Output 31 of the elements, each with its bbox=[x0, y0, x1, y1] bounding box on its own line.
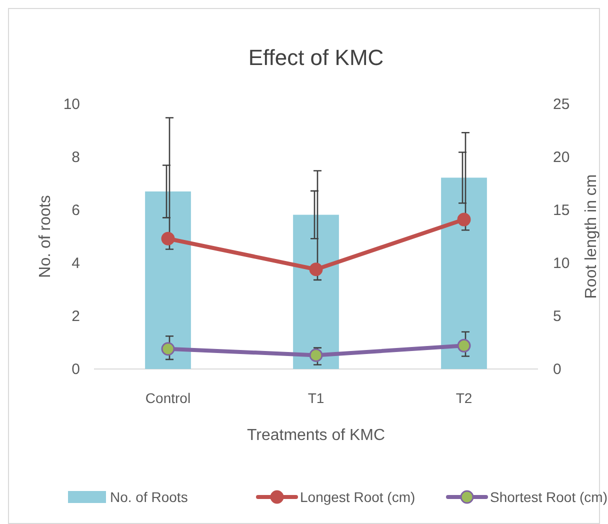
x-tick-label: T2 bbox=[456, 390, 472, 406]
y-axis-title: No. of roots bbox=[37, 195, 54, 278]
y2-axis-title: Root length in cm bbox=[583, 174, 600, 299]
point bbox=[161, 342, 175, 356]
point bbox=[457, 338, 471, 352]
x-tick-label: T1 bbox=[308, 390, 324, 406]
point bbox=[309, 262, 323, 276]
chart-title: Effect of KMC bbox=[248, 45, 384, 70]
y2-tick-label: 0 bbox=[553, 361, 562, 378]
y2-tick-label: 25 bbox=[553, 96, 570, 113]
legend-label: Shortest Root (cm) bbox=[490, 489, 608, 505]
y2-tick-label: 5 bbox=[553, 308, 562, 325]
x-tick-label: Control bbox=[145, 390, 191, 406]
y2-tick-label: 20 bbox=[553, 149, 570, 166]
y-tick-label: 10 bbox=[63, 96, 80, 113]
y-tick-label: 4 bbox=[72, 255, 80, 272]
y-tick-label: 6 bbox=[72, 202, 80, 219]
y-tick-label: 0 bbox=[72, 361, 80, 378]
x-axis-title: Treatments of KMC bbox=[246, 427, 386, 444]
legend-label: No. of Roots bbox=[110, 489, 188, 505]
legend-label: Longest Root (cm) bbox=[300, 489, 416, 505]
point bbox=[309, 348, 323, 362]
y-tick-label: 8 bbox=[72, 149, 80, 166]
bar bbox=[145, 191, 191, 369]
bar bbox=[441, 178, 487, 369]
y2-tick-label: 10 bbox=[553, 255, 570, 272]
bar bbox=[293, 214, 339, 369]
point bbox=[457, 212, 471, 226]
y-tick-label: 2 bbox=[72, 308, 80, 325]
point bbox=[161, 232, 175, 246]
y2-tick-label: 15 bbox=[553, 202, 570, 219]
